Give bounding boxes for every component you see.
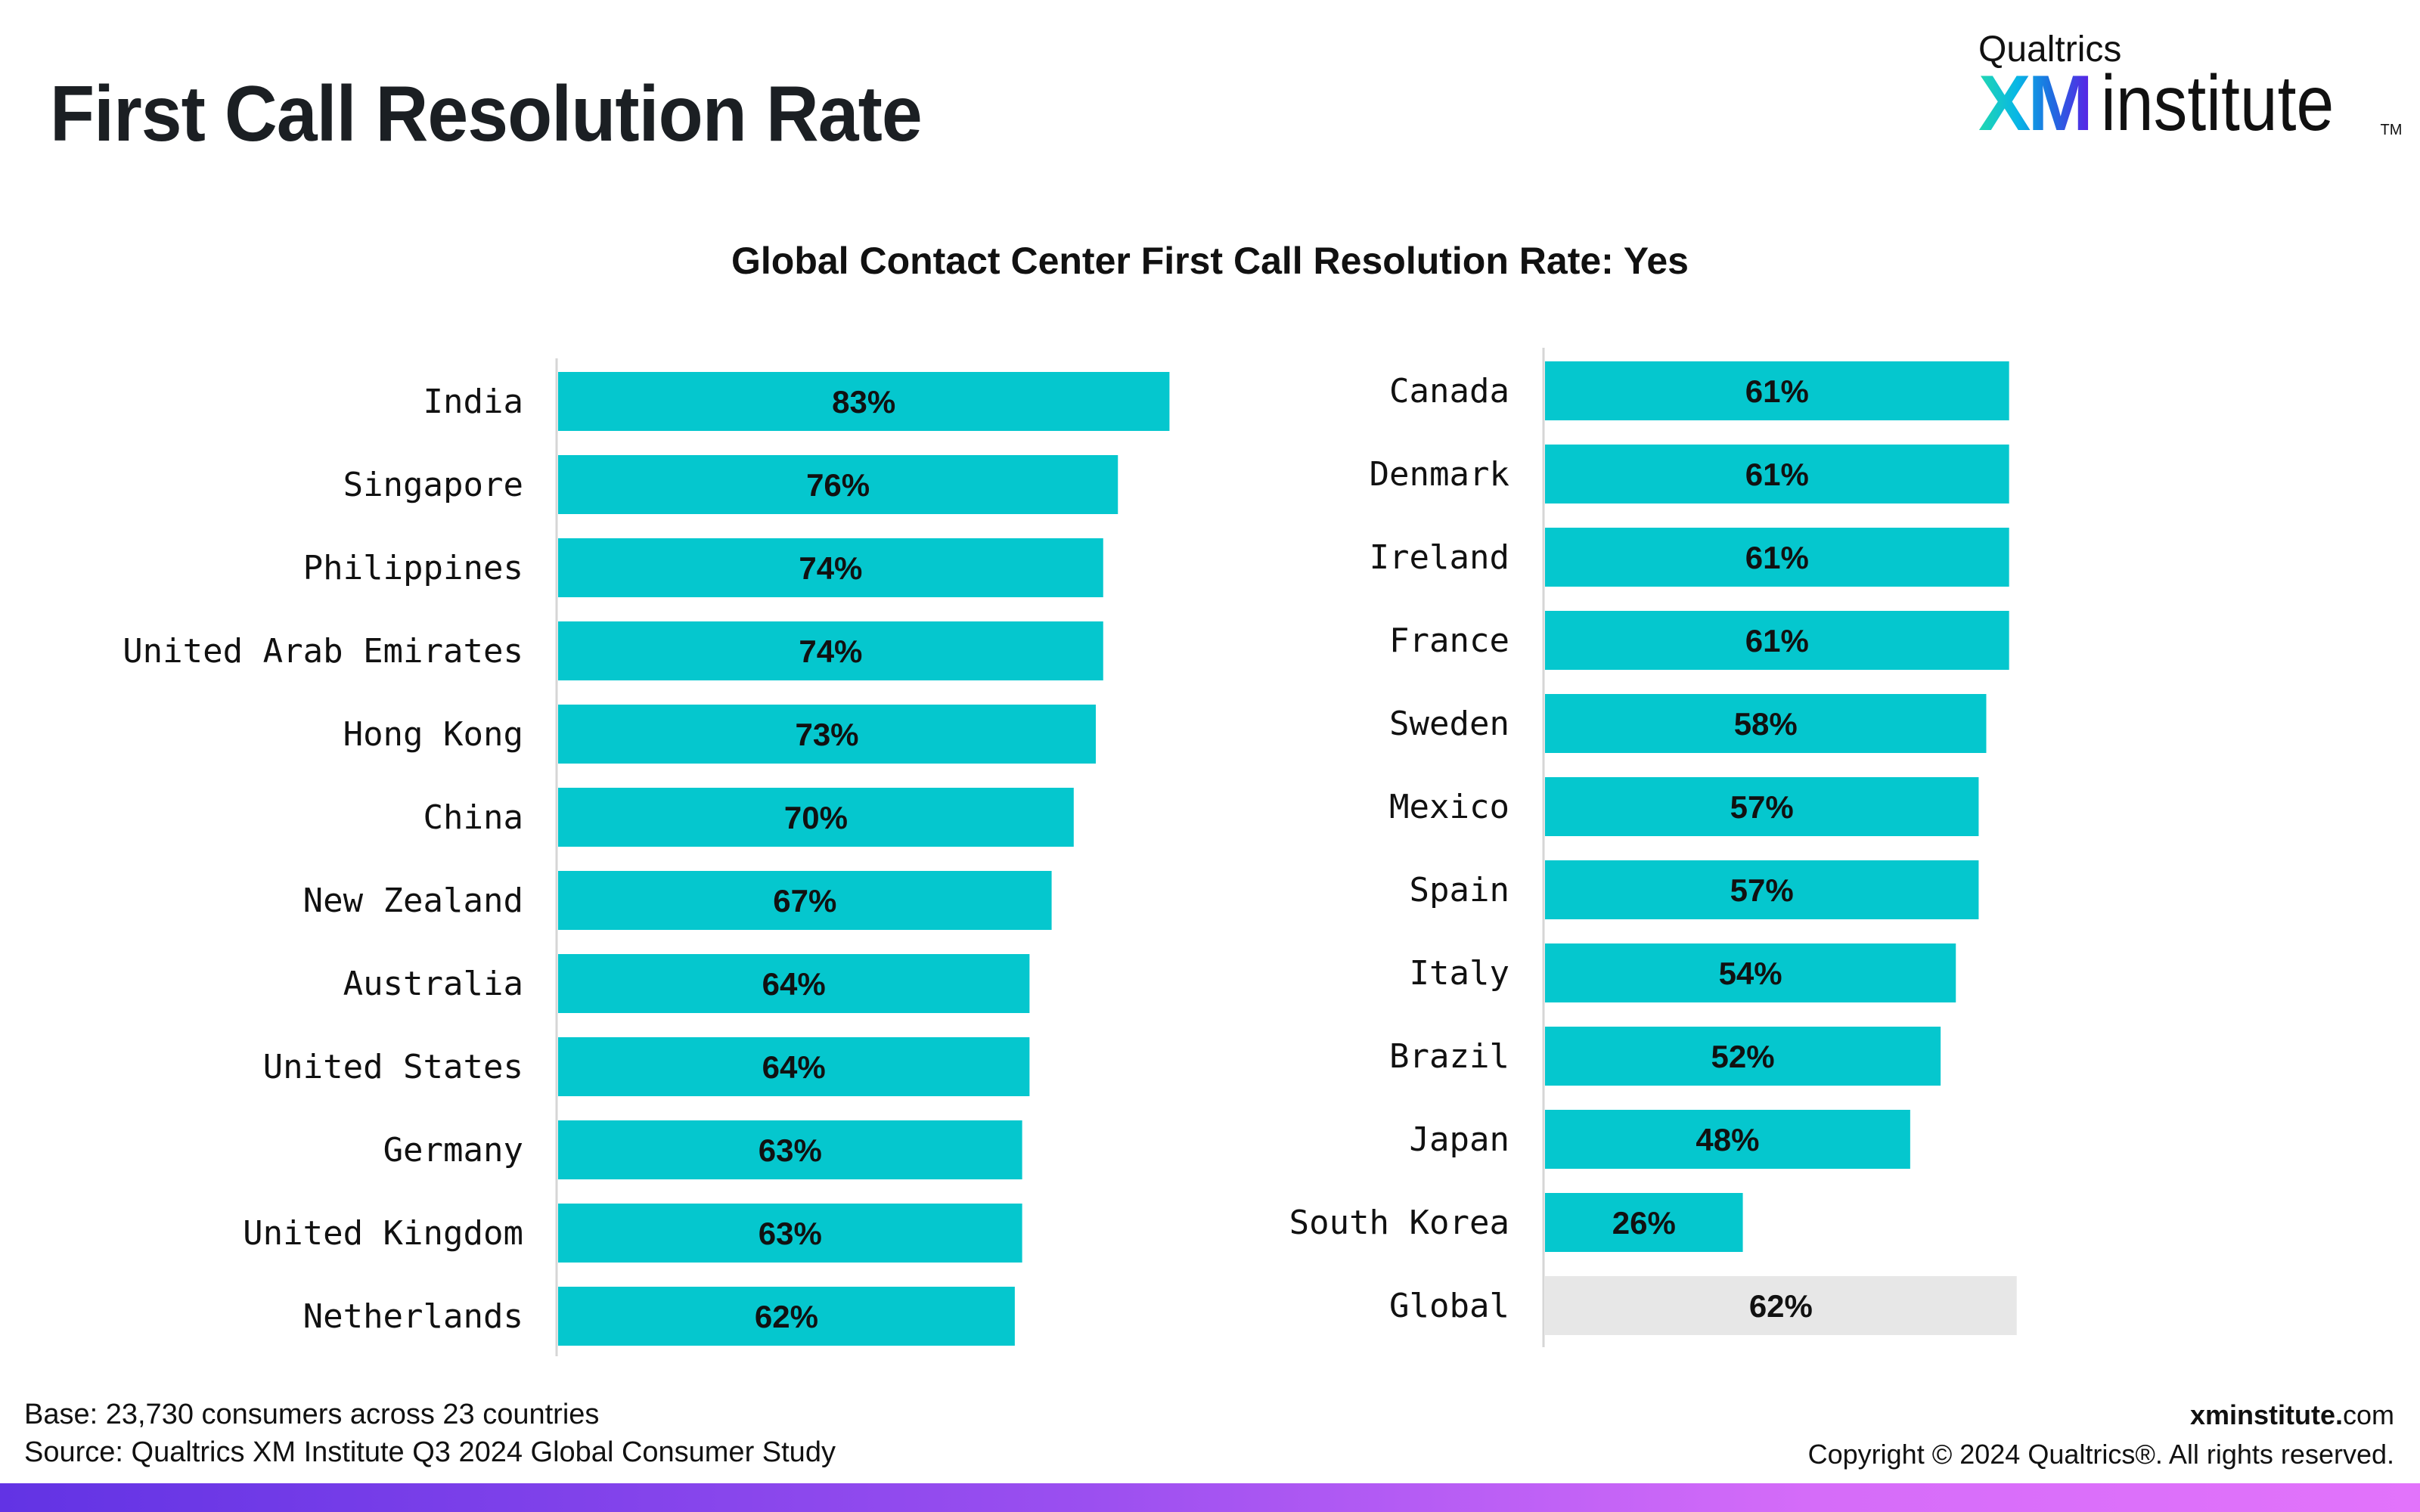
bar (558, 871, 1052, 930)
bar (1545, 611, 2009, 670)
footer-notes: Base: 23,730 consumers across 23 countri… (24, 1396, 836, 1471)
value-label: 67% (773, 883, 836, 919)
qualtrics-xm-institute-logo: Qualtrics XM institute TM (1978, 29, 2402, 147)
category-label: Brazil (1389, 1037, 1509, 1076)
category-label: India (424, 383, 523, 421)
category-label: Germany (383, 1131, 523, 1170)
bar (1545, 777, 1979, 836)
footer-right: xminstitute.com Copyright © 2024 Qualtri… (1808, 1396, 2394, 1474)
bar (1545, 694, 1987, 753)
category-label: Italy (1410, 954, 1509, 993)
gradient-bottom-bar (0, 1483, 2420, 1512)
bar (1545, 528, 2009, 587)
value-label: 48% (1696, 1122, 1759, 1157)
bar (1545, 1110, 1910, 1169)
logo-brand: Qualtrics (1978, 29, 2122, 70)
bar (558, 621, 1103, 680)
category-label: Mexico (1389, 788, 1509, 826)
category-label: Japan (1410, 1120, 1509, 1159)
page-title: First Call Resolution Rate (50, 70, 923, 158)
bar (1545, 445, 2009, 503)
website-link[interactable]: xminstitute.com (2189, 1399, 2394, 1430)
value-label: 58% (1734, 706, 1798, 742)
category-label: Philippines (303, 549, 523, 587)
bar (558, 1287, 1015, 1346)
bar (1545, 361, 2009, 420)
bar (558, 1204, 1022, 1263)
copyright: Copyright © 2024 Qualtrics®. All rights … (1807, 1439, 2394, 1470)
bar (1545, 1027, 1941, 1086)
bar (558, 455, 1118, 514)
category-label: Netherlands (303, 1297, 523, 1336)
chart-title: Global Contact Center First Call Resolut… (731, 240, 1689, 282)
category-label: Sweden (1389, 705, 1509, 743)
category-label: Ireland (1370, 538, 1509, 577)
bar (558, 705, 1097, 764)
category-label: South Korea (1289, 1204, 1509, 1242)
logo-xm: XM (1978, 60, 2093, 147)
logo-institute: institute (2101, 60, 2335, 147)
value-label: 61% (1745, 457, 1809, 492)
category-label: Singapore (343, 466, 523, 504)
value-label: 54% (1719, 956, 1782, 991)
bar (1545, 860, 1979, 919)
value-label: 63% (759, 1216, 822, 1251)
bar (558, 372, 1170, 431)
chart-panel-2: Canada 61% Denmark 61% Ireland 61% France 61% Sw… (1289, 348, 2017, 1347)
value-label: 76% (806, 467, 870, 503)
bar (558, 538, 1103, 597)
bar-global (1545, 1276, 2017, 1335)
category-label: France (1389, 621, 1509, 660)
category-label: Hong Kong (343, 715, 523, 754)
bar (558, 1037, 1030, 1096)
value-label: 61% (1745, 623, 1809, 658)
category-label: Australia (343, 965, 523, 1003)
value-label: 64% (762, 1049, 826, 1085)
value-label: 63% (759, 1132, 822, 1168)
bar (558, 954, 1030, 1013)
chart-panel-1: India 83% Singapore 76% Philippines 74% United… (123, 358, 1170, 1356)
value-label: 74% (799, 634, 862, 669)
value-label: 83% (832, 384, 895, 420)
category-label: Canada (1389, 372, 1509, 411)
bar (1545, 1193, 1743, 1252)
value-label: 61% (1745, 540, 1809, 575)
logo-trademark: TM (2380, 122, 2403, 138)
value-label: 74% (799, 550, 862, 586)
base-note: Base: 23,730 consumers across 23 countri… (24, 1399, 600, 1430)
category-label: Denmark (1370, 455, 1509, 494)
category-label: United States (263, 1048, 523, 1086)
category-label: China (424, 798, 523, 837)
value-label: 57% (1730, 872, 1794, 908)
value-label: 61% (1745, 373, 1809, 409)
bar (1545, 943, 1956, 1002)
value-label: 62% (755, 1299, 818, 1334)
category-label: United Arab Emirates (123, 632, 523, 671)
category-label: New Zealand (303, 881, 523, 920)
bar (558, 788, 1074, 847)
category-label: United Kingdom (243, 1214, 523, 1253)
category-label: Global (1389, 1287, 1509, 1325)
bar (558, 1120, 1022, 1179)
source-note: Source: Qualtrics XM Institute Q3 2024 G… (24, 1436, 836, 1468)
value-label: 26% (1612, 1205, 1676, 1241)
value-label: 64% (762, 966, 826, 1002)
value-label: 62% (1749, 1288, 1813, 1324)
value-label: 70% (784, 800, 848, 835)
value-label: 57% (1730, 789, 1794, 825)
value-label: 52% (1711, 1039, 1775, 1074)
category-label: Spain (1410, 871, 1509, 909)
value-label: 73% (795, 717, 858, 752)
